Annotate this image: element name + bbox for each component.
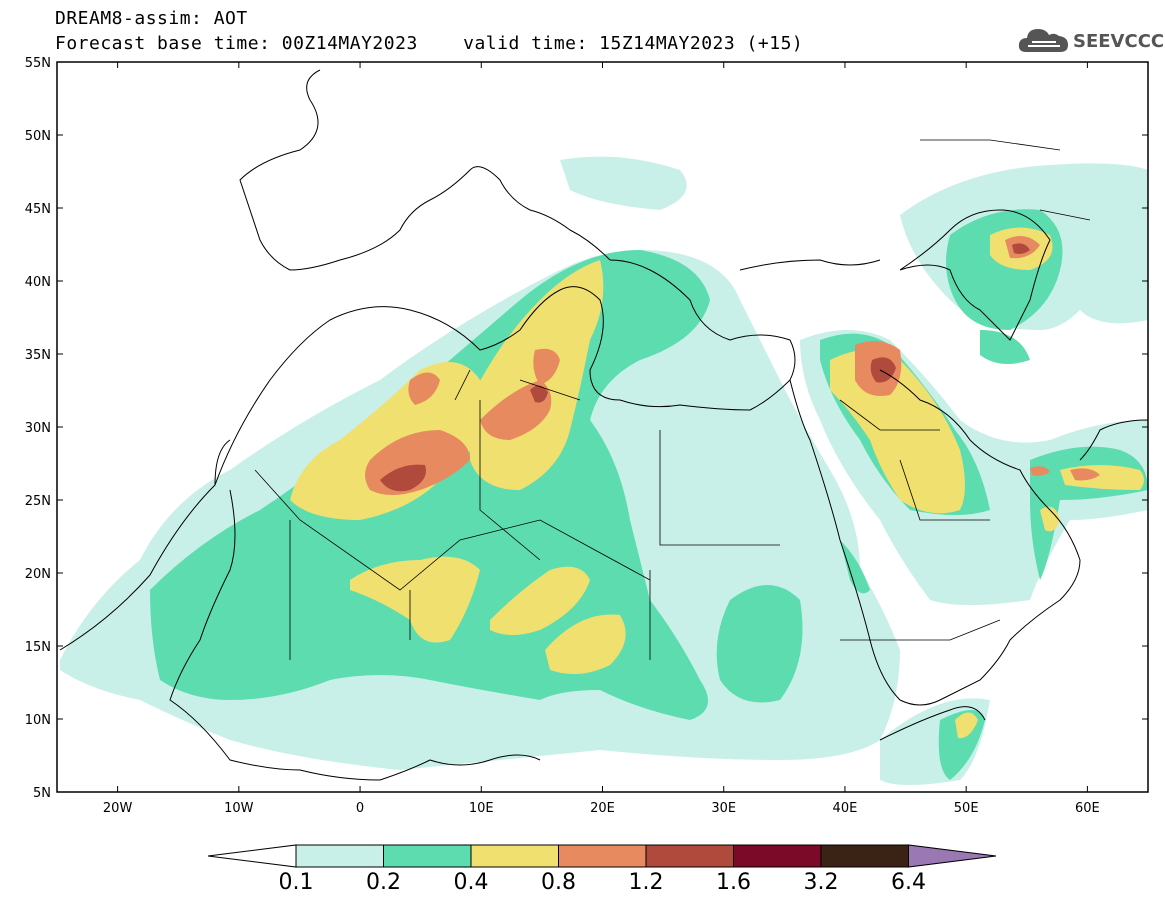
lon-tick-label: 50E — [954, 801, 979, 816]
lat-tick-label: 50N — [25, 129, 51, 144]
lat-tick-label: 20N — [25, 567, 51, 582]
colorbar-level-label: 0.4 — [453, 870, 489, 895]
lat-tick-label: 30N — [25, 421, 51, 436]
borders — [254, 139, 1091, 660]
colorbar-min-arrow — [207, 844, 297, 868]
lat-tick-label: 45N — [25, 202, 51, 217]
colorbar-swatch — [645, 844, 734, 868]
lon-tick-label: 20W — [103, 801, 133, 816]
colorbar-swatch — [470, 844, 559, 868]
colorbar-level-label: 3.2 — [803, 870, 839, 895]
lon-tick-label: 10W — [224, 801, 254, 816]
colorbar-max-arrow — [908, 844, 997, 868]
lat-tick-label: 35N — [25, 348, 51, 363]
colorbar-level-label: 0.1 — [278, 870, 314, 895]
lon-tick-label: 60E — [1075, 801, 1100, 816]
cloud-logo-icon — [1018, 29, 1068, 52]
colorbar-swatch — [733, 844, 822, 868]
map-title: DREAM8-assim: AOT — [55, 8, 248, 29]
lon-tick-label: 20E — [590, 801, 615, 816]
coastlines — [59, 69, 1148, 781]
colorbar-swatch — [558, 844, 647, 868]
lat-tick-label: 55N — [25, 56, 51, 71]
lat-axis: 5N 10N 15N 20N 25N 30N 35N 40N 45N 50N 55N — [25, 56, 1148, 801]
colorbar-level-label: 1.6 — [716, 870, 751, 895]
colorbar-swatch — [383, 844, 472, 868]
colorbar-swatch — [820, 844, 909, 868]
lon-tick-label: 10E — [469, 801, 494, 816]
lat-tick-label: 40N — [25, 275, 51, 290]
colorbar-swatch — [295, 844, 384, 868]
lon-tick-label: 0 — [356, 801, 364, 816]
lon-tick-label: 40E — [833, 801, 858, 816]
lon-axis: 20W 10W 0 10E 20E 30E 40E 50E 60E — [103, 62, 1100, 816]
colorbar-level-label: 0.2 — [366, 870, 401, 895]
colorbar-level-label: 6.4 — [891, 870, 926, 895]
lat-tick-label: 5N — [33, 786, 51, 801]
colorbar — [207, 844, 997, 868]
colorbar-level-label: 1.2 — [628, 870, 664, 895]
lat-tick-label: 10N — [25, 713, 51, 728]
logo-text: SEEVCCC — [1073, 31, 1165, 52]
lon-tick-label: 30E — [711, 801, 736, 816]
forecast-times: Forecast base time: 00Z14MAY2023 valid t… — [55, 33, 804, 54]
lat-tick-label: 25N — [25, 494, 51, 509]
aot-field — [60, 156, 1148, 785]
colorbar-level-label: 0.8 — [541, 870, 576, 895]
lat-tick-label: 15N — [25, 640, 51, 655]
aot-band-1.2 — [380, 243, 1030, 492]
